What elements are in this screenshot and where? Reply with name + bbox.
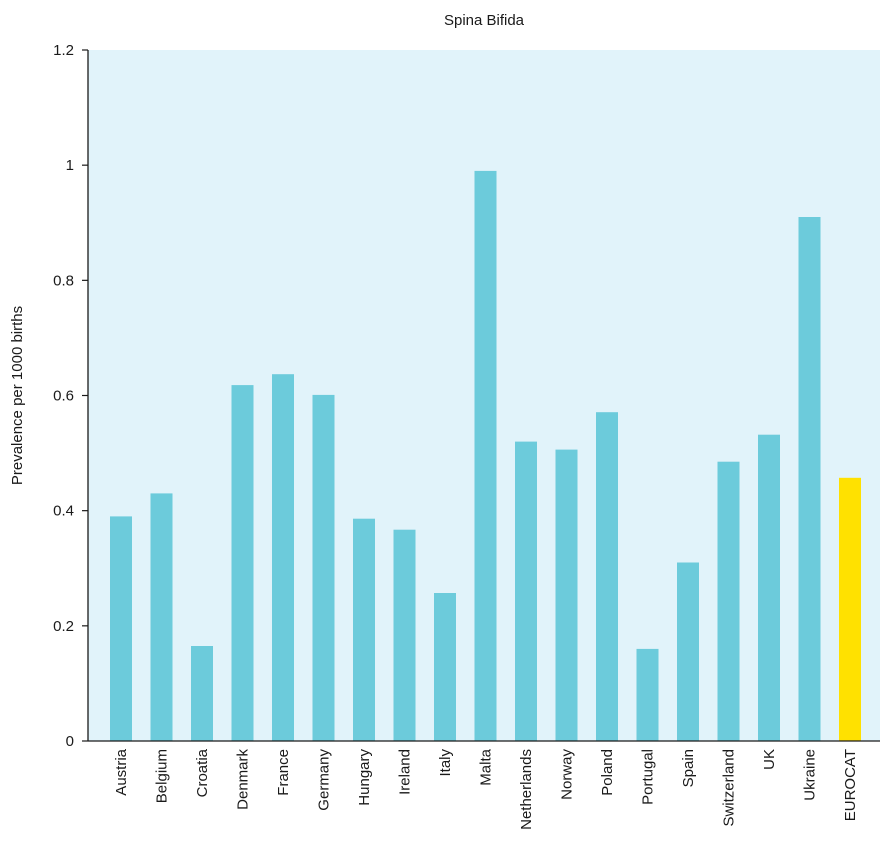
bar-uk [758, 434, 780, 741]
x-tick-label-hungary: Hungary [356, 749, 373, 806]
x-tick-label-malta: Malta [478, 748, 495, 785]
bar-germany [312, 394, 335, 741]
x-tick-label-ukraine: Ukraine [802, 749, 819, 801]
x-tick-label-belgium: Belgium [154, 749, 171, 803]
x-tick-label-switzerland: Switzerland [721, 749, 738, 827]
bar-eurocat [839, 477, 861, 741]
bar-switzerland [717, 461, 740, 741]
bar-italy [434, 593, 456, 741]
chart-title: Spina Bifida [444, 12, 525, 29]
bar-poland [596, 412, 618, 741]
y-tick-label: 0.8 [53, 272, 74, 289]
y-tick-label: 0.6 [53, 388, 74, 405]
bar-hungary [353, 518, 375, 741]
bars-group [110, 170, 861, 741]
bar-malta [474, 170, 497, 741]
bar-portugal [636, 648, 659, 741]
x-labels-group: Austria Belgium Croatia Denmark France German… [113, 748, 859, 830]
x-tick-label-germany: Germany [316, 749, 333, 811]
y-tick-label: 0 [66, 733, 74, 750]
bar-ireland [393, 529, 416, 741]
x-tick-label-france: France [275, 749, 292, 796]
x-tick-label-denmark: Denmark [235, 749, 252, 810]
x-tick-label-spain: Spain [680, 749, 697, 787]
bar-croatia [191, 646, 213, 741]
bar-france [272, 374, 294, 741]
bar-netherlands [515, 441, 537, 741]
y-ticks-group: 0 0.2 0.4 0.6 0.8 1 1.2 [53, 42, 88, 750]
x-tick-label-poland: Poland [599, 749, 616, 796]
y-tick-label: 0.4 [53, 503, 74, 520]
x-tick-label-eurocat: EUROCAT [842, 749, 859, 821]
bar-austria [110, 516, 132, 741]
x-tick-label-netherlands: Netherlands [518, 749, 535, 830]
x-tick-label-italy: Italy [437, 749, 454, 777]
bar-spain [677, 562, 699, 741]
y-axis-label: Prevalence per 1000 births [9, 306, 26, 485]
bar-denmark [231, 385, 254, 741]
y-tick-label: 1.2 [53, 42, 74, 59]
y-tick-label: 0.2 [53, 618, 74, 635]
x-tick-label-norway: Norway [559, 749, 576, 800]
x-tick-label-austria: Austria [113, 748, 130, 795]
bar-ukraine [798, 217, 821, 741]
x-tick-label-uk: UK [761, 749, 778, 770]
x-tick-label-portugal: Portugal [640, 749, 657, 805]
x-tick-label-ireland: Ireland [397, 749, 414, 795]
y-tick-label: 1 [66, 157, 74, 174]
x-tick-label-croatia: Croatia [194, 748, 211, 797]
bar-belgium [150, 493, 173, 741]
bar-norway [555, 449, 578, 741]
